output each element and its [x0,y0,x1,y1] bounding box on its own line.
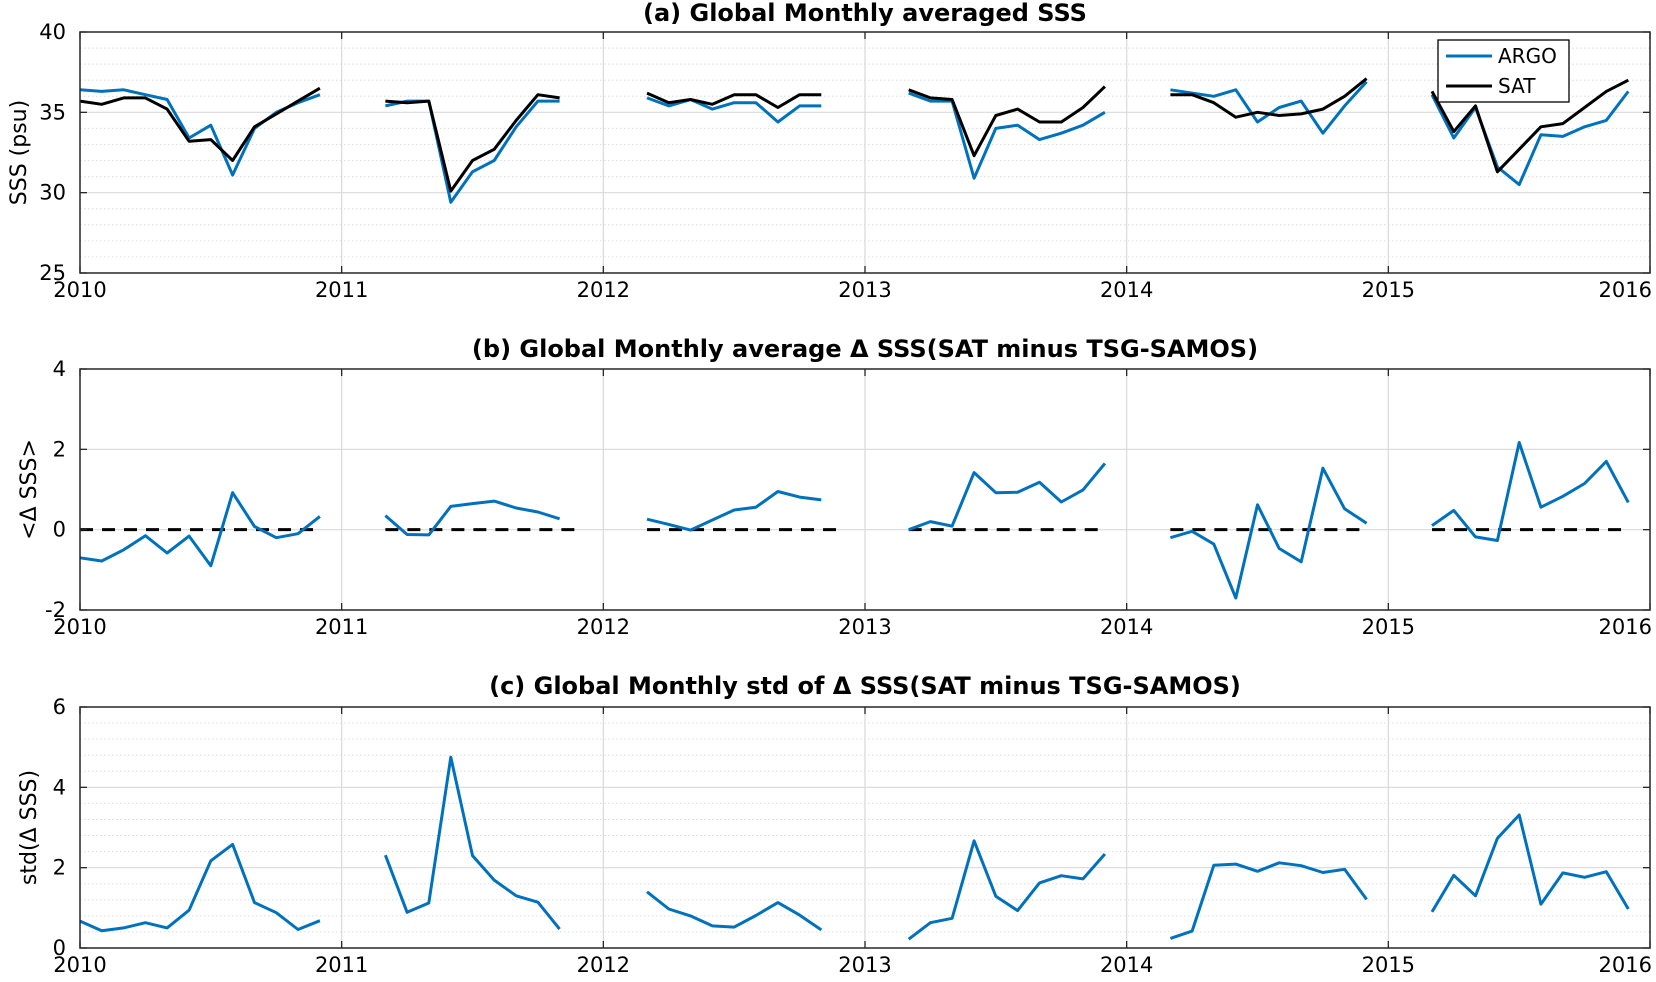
x-tick-label: 2014 [1100,615,1153,639]
y-tick-label: 4 [53,357,66,381]
y-tick-label: 30 [39,181,66,205]
sat-line [1170,77,1368,119]
panel-b: 2010 2011 2012 2013 2014 2015 2016 -2 0 2 4 (b) Glo… [17,335,1652,639]
series-1-line [383,755,561,931]
y-axis-label: SSS (psu) [7,100,32,205]
series-1-line [79,842,321,933]
legend-label-sat: SAT [1498,74,1536,98]
panel-title: (b) Global Monthly average Δ SSS(SAT min… [472,335,1258,363]
x-tick-label: 2015 [1362,615,1415,639]
x-tick-label: 2012 [577,953,630,977]
series-1-line [1431,441,1630,542]
y-tick-label: 25 [39,261,66,285]
sat-line [1430,78,1629,174]
panel-c: 2010 2011 2012 2013 2014 2015 2016 0 2 4 6 (c) Glob… [17,672,1652,977]
series-1-line [646,490,822,532]
panel-title: (a) Global Monthly averaged SSS [643,0,1087,27]
x-tick-label: 2016 [1599,953,1652,977]
x-tick-label: 2010 [53,278,106,302]
y-axis-label: <Δ SSS> [17,439,42,540]
x-tick-label: 2011 [315,953,368,977]
series-1-line [908,462,1107,532]
x-tick-label: 2013 [838,953,891,977]
x-tick-label: 2011 [315,278,368,302]
y-tick-label: 4 [53,775,66,799]
argo-line [646,96,822,124]
panel-a: 2010 2011 2012 2013 2014 2015 2016 25 30 35 40 (a) … [7,0,1652,302]
series-1-line [646,890,823,932]
x-tick-label: 2013 [838,278,891,302]
y-tick-label: 0 [53,936,66,960]
x-tick-label: 2010 [53,615,106,639]
argo-line [908,91,1106,180]
series-1-line [1430,813,1630,913]
y-tick-label: 2 [53,856,66,880]
x-tick-label: 2014 [1100,278,1153,302]
x-tick-label: 2011 [315,615,368,639]
x-tick-label: 2015 [1362,953,1415,977]
series-1-line [79,491,321,568]
sat-line [908,85,1106,158]
series-1-line [1169,861,1368,940]
y-tick-label: 6 [53,695,66,719]
y-tick-label: 2 [53,437,66,461]
y-tick-label: 35 [39,100,66,124]
legend: ARGO SAT [1437,39,1570,103]
y-tick-label: -2 [45,598,66,622]
x-tick-label: 2012 [577,278,630,302]
argo-line [1430,90,1630,187]
sat-line [79,86,321,162]
series-1-line [907,839,1107,941]
x-tick-label: 2016 [1599,615,1652,639]
x-tick-label: 2016 [1599,278,1652,302]
y-axis-label: std(Δ SSS) [17,770,42,885]
legend-box [1437,39,1570,103]
y-tick-label: 40 [39,20,66,44]
y-tick-label: 0 [53,518,66,542]
x-tick-label: 2012 [577,615,630,639]
legend-label-argo: ARGO [1498,44,1557,68]
x-tick-label: 2015 [1362,278,1415,302]
sat-line [646,91,822,109]
panel-title: (c) Global Monthly std of Δ SSS(SAT minu… [489,672,1241,700]
x-tick-label: 2014 [1100,953,1153,977]
x-tick-label: 2010 [53,953,106,977]
series-1-line [1169,466,1368,600]
sat-line [385,93,560,193]
series-1-line [384,499,561,537]
x-tick-label: 2013 [838,615,891,639]
